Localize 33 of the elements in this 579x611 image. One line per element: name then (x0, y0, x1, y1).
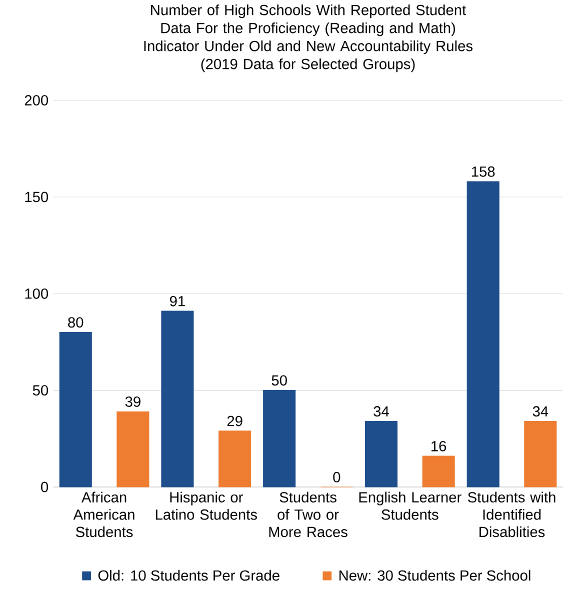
data-label: 39 (125, 396, 141, 407)
data-label: 158 (472, 166, 495, 177)
data-label: 29 (228, 416, 242, 426)
data-label: 34 (374, 406, 390, 417)
data-label: 0 (333, 472, 340, 482)
bar (59, 332, 92, 488)
bar (263, 390, 296, 488)
bar (466, 181, 500, 488)
bar (524, 420, 557, 488)
y-tick-label: 50 (33, 385, 48, 396)
data-label: 80 (68, 317, 84, 328)
y-tick-label: 150 (25, 192, 48, 202)
x-tick-label: Hispanic or Latino Students (156, 492, 258, 520)
data-label: 50 (272, 375, 288, 386)
legend-label: New: 30 Students Per School (340, 570, 530, 581)
y-tick-label: 200 (25, 95, 48, 106)
data-label: 34 (532, 406, 548, 417)
chart-title: Number of High Schools With Reported Student Data For the Proficiency (Reading and Math) Indicator Under Old and New Accountability Rules (144, 4, 473, 54)
x-tick-label: African American Students (73, 492, 134, 538)
y-tick-label: 100 (25, 288, 48, 299)
data-label: 16 (432, 440, 446, 452)
bar (422, 456, 455, 488)
bar (218, 430, 252, 488)
x-tick-label: Students of Two or More Races (269, 492, 348, 538)
chart-subtitle: (2019 Data for Selected Groups) (201, 58, 415, 72)
legend-label: Old: 10 Students Per Grade (98, 570, 280, 581)
y-tick-label: 0 (41, 482, 48, 492)
bar (116, 411, 150, 488)
x-tick-label: Students with Identified Disablities (468, 492, 556, 538)
bar (161, 310, 194, 488)
bar (365, 420, 398, 488)
x-tick-label: English Learner Students (359, 492, 462, 520)
data-label: 91 (170, 296, 186, 306)
